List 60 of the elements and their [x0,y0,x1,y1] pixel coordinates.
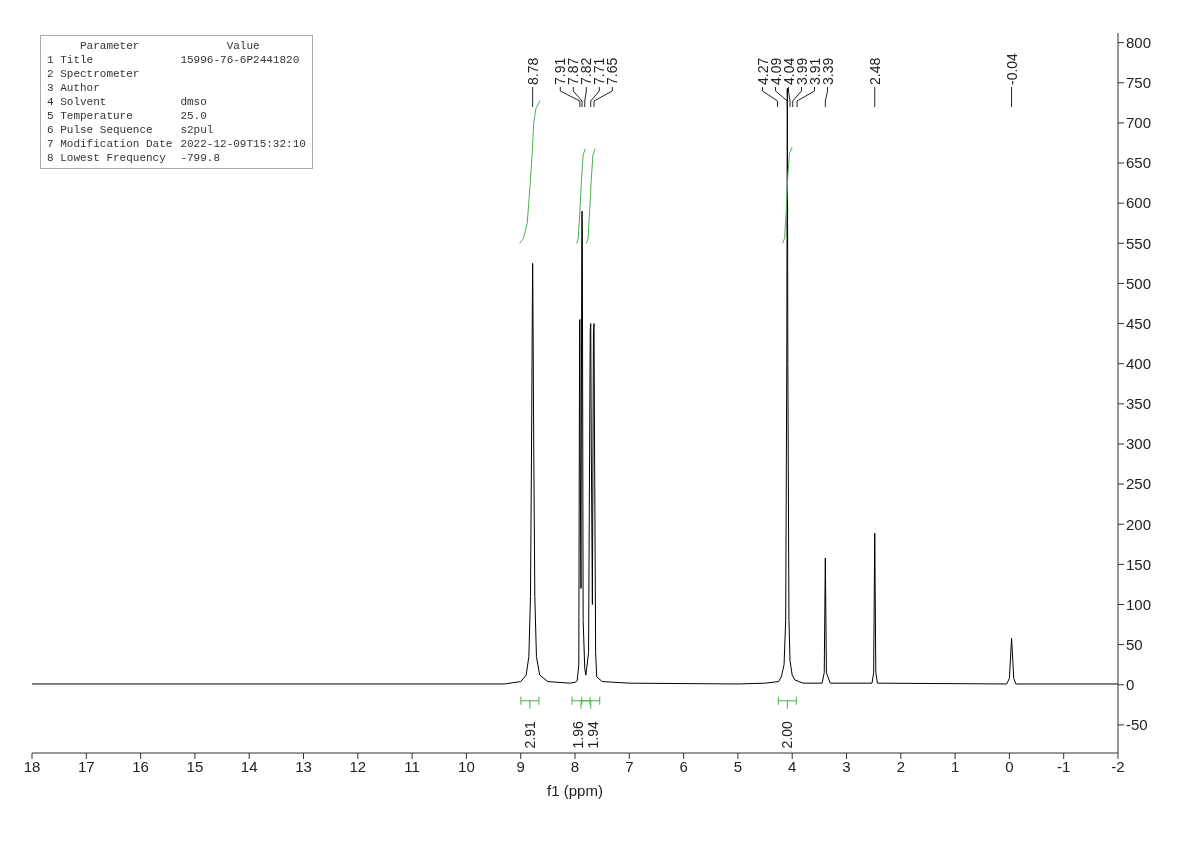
y-tick-label: -50 [1126,716,1148,734]
x-tick-label: 8 [570,757,580,775]
x-tick-label: 18 [23,757,41,775]
annotation: 2 Spectrometer [47,67,141,81]
y-tick-label: 550 [1126,234,1152,252]
annotation: -0.04 [1003,52,1020,85]
x-tick-label: 4 [788,757,797,775]
x-tick-label: 7 [625,757,634,775]
text: 4 Solvent dmso [47,96,207,108]
x-axis-title: f1 (ppm) [547,782,603,799]
y-tick-label: 700 [1126,114,1152,132]
x-tick-label: 1 [950,757,960,775]
y-tick-label: 400 [1126,355,1152,373]
x-tick-label: 2 [896,757,905,775]
y-tick-label: 350 [1126,395,1152,413]
text: Parameter Value [80,40,260,52]
x-tick-label: 14 [240,757,258,775]
text: 1 Title 15996-76-6P2441820 [47,54,300,66]
y-tick-label: 800 [1126,33,1152,51]
y-tick-label: 250 [1126,475,1152,493]
x-tick-label: 3 [842,757,851,775]
line-series [519,99,541,244]
y-tick-label: 300 [1126,435,1152,453]
x-tick-label: 5 [733,757,743,775]
annotation: 2.91 [521,720,538,749]
text: 5 Temperature 25.0 [47,110,207,122]
x-tick-label: 10 [458,757,475,775]
x-tick-label: 9 [516,757,525,775]
x-tick-label: 13 [295,757,312,775]
line-series [781,146,793,244]
annotation: 7 Modification Date 2022-12-09T15:32:10 [47,137,306,151]
annotation: 1.94 [585,720,602,749]
annotation: 8.78 [524,57,541,85]
x-tick-label: 6 [679,757,688,775]
x-tick-label: 0 [1005,757,1014,775]
annotation: 3 Author [47,81,101,95]
line-series [585,148,596,244]
y-tick-label: 500 [1126,274,1152,292]
x-tick-label: 17 [77,757,95,775]
y-tick-label: 450 [1126,314,1152,332]
annotation: 2.48 [866,57,883,85]
x-tick-label: 11 [404,757,420,775]
y-tick-label: 200 [1126,515,1152,533]
y-tick-label: 150 [1126,555,1152,573]
text: 8 Lowest Frequency -799.8 [47,152,221,164]
x-tick-label: 16 [132,757,149,775]
y-tick-label: 750 [1126,74,1152,92]
y-tick-label: 600 [1126,194,1152,212]
x-tick-label: 12 [349,757,367,775]
y-tick-label: 50 [1126,635,1143,653]
x-tick-label: -2 [1111,757,1125,775]
x-tick-label: 15 [186,757,204,775]
y-tick-label: 650 [1126,154,1152,172]
annotation: 1.96 [570,720,587,749]
y-tick-label: 100 [1126,595,1152,613]
y-tick-label: 0 [1126,676,1135,694]
line-series [576,148,586,244]
annotation: 2.00 [779,720,796,749]
x-tick-label: -1 [1057,757,1071,775]
text: 6 Pulse Sequence s2pul [47,124,214,136]
